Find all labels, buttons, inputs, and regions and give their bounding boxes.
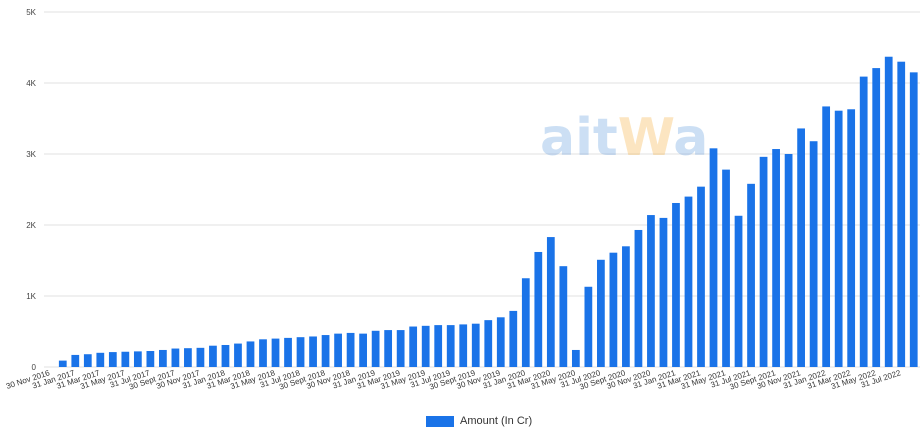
bar[interactable] — [784, 154, 793, 367]
bar[interactable] — [271, 338, 280, 367]
bar[interactable] — [584, 286, 593, 367]
bar[interactable] — [759, 156, 768, 367]
bar[interactable] — [321, 335, 330, 367]
bar[interactable] — [509, 310, 518, 367]
bar[interactable] — [697, 186, 705, 367]
bar[interactable] — [647, 215, 655, 367]
y-tick-label: 0 — [32, 363, 37, 372]
svg-text:aitWa: aitWa — [540, 108, 708, 168]
bar[interactable] — [897, 61, 906, 367]
bar[interactable] — [409, 326, 418, 367]
y-tick-label: 3K — [26, 150, 36, 159]
bar[interactable] — [71, 354, 80, 367]
y-tick-label: 4K — [26, 79, 36, 88]
bar[interactable] — [809, 141, 818, 367]
bar[interactable] — [234, 343, 242, 367]
bar[interactable] — [246, 341, 255, 367]
bar[interactable] — [434, 325, 443, 367]
bar[interactable] — [334, 333, 342, 367]
bar[interactable] — [546, 237, 555, 367]
bar[interactable] — [284, 337, 292, 367]
y-tick-label: 5K — [26, 8, 36, 17]
bar[interactable] — [446, 325, 455, 367]
bar[interactable] — [521, 278, 530, 367]
bar[interactable] — [822, 106, 831, 368]
bar[interactable] — [484, 320, 493, 367]
bar[interactable] — [659, 217, 668, 367]
bar[interactable] — [209, 345, 217, 367]
bar[interactable] — [772, 149, 780, 367]
legend-swatch — [426, 415, 454, 427]
bar[interactable] — [259, 339, 267, 367]
bar[interactable] — [459, 324, 468, 367]
bar[interactable] — [747, 183, 755, 367]
legend[interactable]: Amount (In Cr) — [426, 415, 532, 427]
bar[interactable] — [146, 351, 155, 367]
bar[interactable] — [121, 351, 130, 367]
watermark-text-part2: W — [618, 108, 674, 168]
bar[interactable] — [597, 259, 605, 367]
bar[interactable] — [58, 360, 67, 367]
bar[interactable] — [96, 352, 105, 367]
bar[interactable] — [196, 347, 205, 367]
watermark-text-part3: a — [673, 108, 708, 168]
y-tick-label: 1K — [26, 292, 36, 301]
bar[interactable] — [634, 229, 643, 367]
watermark-logo: aitWa — [540, 108, 708, 168]
y-axis: 0 1K 2K 3K 4K 5K — [26, 8, 36, 372]
bar[interactable] — [396, 330, 405, 367]
bar[interactable] — [184, 348, 192, 367]
bar[interactable] — [171, 348, 180, 367]
bar[interactable] — [309, 336, 317, 367]
bar[interactable] — [684, 196, 693, 367]
bar[interactable] — [609, 252, 618, 367]
bar[interactable] — [672, 202, 680, 367]
bar[interactable] — [471, 323, 480, 367]
bar[interactable] — [709, 148, 718, 367]
bar[interactable] — [496, 317, 505, 367]
bar[interactable] — [371, 330, 380, 367]
bar[interactable] — [133, 351, 142, 367]
bar[interactable] — [847, 109, 856, 368]
bar[interactable] — [834, 110, 843, 367]
bars — [58, 56, 918, 368]
bar[interactable] — [108, 352, 117, 367]
y-tick-label: 2K — [26, 221, 36, 230]
bar[interactable] — [159, 349, 167, 367]
bar[interactable] — [221, 344, 230, 367]
legend-label: Amount (In Cr) — [460, 415, 533, 427]
bar[interactable] — [571, 349, 580, 367]
bar[interactable] — [722, 169, 730, 367]
bar[interactable] — [296, 337, 305, 367]
bar[interactable] — [359, 333, 367, 367]
bar[interactable] — [909, 72, 918, 367]
bar[interactable] — [346, 332, 355, 367]
bar[interactable] — [83, 354, 92, 367]
bar[interactable] — [421, 325, 430, 367]
bar[interactable] — [797, 128, 805, 367]
bar[interactable] — [872, 68, 881, 367]
bar[interactable] — [734, 215, 743, 367]
bar[interactable] — [384, 330, 393, 367]
bar[interactable] — [622, 246, 630, 367]
watermark-text-part1: ait — [540, 108, 618, 168]
bar[interactable] — [859, 76, 868, 368]
bar[interactable] — [534, 251, 543, 367]
bar[interactable] — [884, 56, 893, 367]
bar[interactable] — [559, 266, 568, 367]
